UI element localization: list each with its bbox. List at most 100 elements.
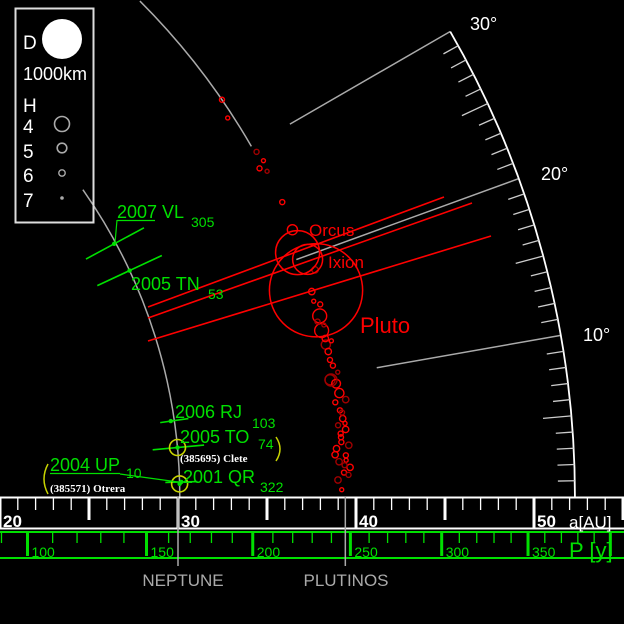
plutino-marker — [324, 347, 333, 356]
inclination-tick — [458, 73, 474, 83]
plutino-marker — [345, 471, 352, 479]
inclination-line-10 — [376, 334, 561, 369]
label-ixion: Ixion — [328, 253, 364, 272]
inclination-tick — [555, 431, 573, 434]
bracket — [43, 463, 49, 495]
plutino-marker — [338, 438, 345, 446]
plutino-marker — [331, 450, 340, 459]
trojan-labels: 2007 VL 305 2005 TN 53 2006 RJ 103 2005 … — [43, 202, 284, 495]
plutino-marker — [326, 356, 334, 364]
inclination-label-10: 10° — [583, 325, 610, 345]
inclination-tick — [557, 463, 575, 466]
inclination-label-20: 20° — [541, 164, 568, 184]
plutino-marker — [343, 457, 349, 463]
p-axis-tick-label: 350 — [532, 544, 556, 560]
plutino-marker-ixion — [291, 243, 324, 276]
plutino-marker — [334, 387, 345, 399]
plutino-marker — [335, 457, 343, 466]
trojan-range-line — [160, 417, 189, 424]
a-axis-tick-label: 30 — [181, 512, 200, 531]
inclination-tick — [515, 255, 544, 265]
inclination-tick — [443, 45, 459, 55]
p-axis-tick-label: 150 — [151, 544, 175, 560]
plutino-marker — [342, 420, 348, 427]
legend-d-label: D — [23, 33, 37, 54]
inclination-tick — [542, 415, 572, 419]
plutino-marker — [332, 399, 339, 406]
plutino-markers — [147, 96, 492, 493]
inclination-tick — [497, 162, 514, 171]
plutino-marker — [218, 96, 226, 103]
inclination-tick — [546, 350, 564, 355]
p-axis-label: P [y] — [569, 538, 613, 563]
legend-diameter-circle — [42, 19, 82, 59]
legend-d-scale: 1000km — [23, 64, 87, 84]
label-orcus: Orcus — [309, 221, 354, 240]
p-axis-tick-label: 100 — [31, 544, 55, 560]
trojan-subscript: 322 — [260, 479, 284, 495]
a-axis-tick-label: 20 — [3, 512, 22, 531]
inclination-range-line — [147, 196, 445, 308]
plutino-marker — [329, 362, 337, 369]
inclination-tick — [478, 117, 495, 126]
trojan-label: 2001 QR — [183, 467, 255, 487]
a-axis-label: a[AU] — [569, 513, 612, 532]
inclination-tick — [551, 382, 569, 387]
inclination-tick — [541, 318, 558, 324]
plutino-arc — [139, 0, 253, 147]
plutino-marker — [311, 298, 317, 304]
plutinos-label: PLUTINOS — [303, 571, 388, 590]
trojan-label: 2004 UP — [50, 455, 120, 475]
trojan-marker — [177, 481, 182, 487]
trojan-label: 2005 TN — [131, 274, 200, 294]
legend-h-7: 7 — [23, 191, 34, 212]
trojan-alias: (385571) Otrera — [50, 483, 126, 495]
plutino-marker — [264, 168, 270, 174]
trojan-subscript: 10 — [126, 465, 142, 481]
legend-h-5: 5 — [23, 142, 34, 163]
inclination-tick — [461, 102, 488, 117]
inclination-tick — [534, 286, 552, 293]
inclination-tick — [556, 447, 574, 450]
legend-h-6: 6 — [23, 166, 34, 187]
a-axis-tick-label: 40 — [359, 512, 378, 531]
trojan-label: 2005 TO — [180, 427, 249, 447]
legend-h6-circle — [58, 169, 66, 177]
plutino-marker — [338, 409, 346, 416]
plutino-marker-orcus — [274, 229, 321, 276]
plutino-marker — [334, 476, 342, 484]
trojan-marker — [127, 268, 132, 273]
inclination-tick — [537, 302, 555, 308]
plutino-marker — [256, 165, 263, 172]
trojan-marker — [168, 418, 173, 424]
plutino-marker-pluto — [268, 242, 364, 338]
legend-h4-circle — [53, 115, 71, 133]
p-axis-tick-label: 200 — [257, 544, 281, 560]
plutino-marker — [253, 148, 260, 156]
plutino-marker — [341, 425, 350, 434]
inclination-tick — [530, 271, 548, 277]
inclination-tick — [491, 147, 508, 156]
plutino-marker — [314, 318, 321, 325]
inclination-tick — [522, 239, 540, 246]
legend-h-4: 4 — [23, 117, 34, 138]
plutino-marker — [328, 338, 335, 344]
plutino-marker — [279, 198, 286, 206]
p-axis-tick-label: 300 — [446, 544, 470, 560]
trojan-label: 2006 RJ — [175, 402, 242, 422]
trojan-markers — [85, 227, 205, 493]
inclination-line-20 — [296, 177, 520, 261]
legend-box — [14, 7, 95, 224]
trojan-marker — [111, 241, 117, 247]
trojan-subscript: 103 — [252, 415, 276, 431]
legend-h5-circle — [56, 142, 68, 154]
plutino-marker — [224, 115, 231, 121]
inclination-range-line — [147, 202, 473, 319]
plutino-marker — [341, 395, 350, 404]
inclination-tick — [450, 59, 467, 69]
trojan-subscript: 74 — [258, 436, 274, 452]
legend-h-label: H — [23, 96, 37, 117]
legend-h7-circle — [60, 196, 64, 200]
bottom-axes: 20 30 40 50 100 150 200 250 300 350 — [0, 496, 624, 566]
bracket — [275, 436, 281, 462]
